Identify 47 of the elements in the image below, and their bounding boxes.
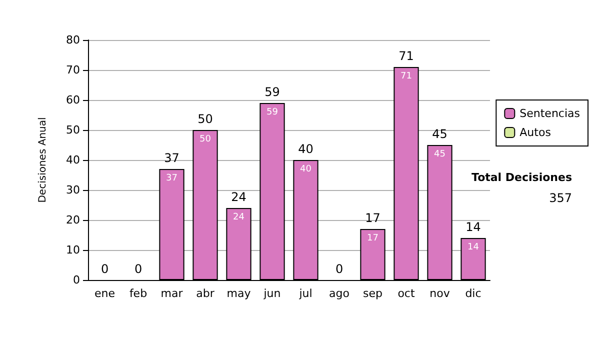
- total-label: 37: [164, 151, 180, 165]
- legend-label: Sentencias: [520, 107, 580, 120]
- total-label: 0: [134, 262, 142, 276]
- x-tick-label: may: [226, 287, 252, 300]
- x-tick-label: dic: [465, 287, 482, 300]
- x-tick-label: ago: [329, 287, 350, 300]
- y-tick-label: 60: [66, 94, 80, 106]
- text: 357: [549, 191, 572, 205]
- y-tick-label: 10: [66, 244, 80, 256]
- data-label: 14: [468, 242, 480, 252]
- total-label: 0: [100, 262, 109, 276]
- y-tick-label: 50: [66, 124, 80, 136]
- x-tick-label: sep: [363, 287, 383, 300]
- annotation: Total Decisiones: [472, 171, 572, 184]
- total-label: 71: [398, 49, 414, 63]
- x-tick-label: mar: [160, 287, 184, 300]
- x-tick-label: abr: [196, 287, 215, 300]
- y-axis-title: Decisiones Anual: [38, 117, 48, 203]
- x-tick-label: oct: [398, 287, 416, 300]
- total-label: 40: [298, 142, 314, 156]
- data-label: 24: [233, 212, 245, 222]
- y-tick-label: 30: [66, 184, 80, 196]
- total-label: 50: [198, 112, 213, 126]
- data-label: 40: [300, 164, 312, 174]
- y-tick-label: 70: [66, 64, 80, 76]
- total-label: 24: [231, 190, 246, 204]
- total-label: 45: [432, 127, 448, 141]
- data-label: 59: [266, 108, 278, 118]
- x-tick-label: jun: [262, 287, 281, 300]
- x-tick-label: nov: [430, 287, 450, 300]
- total-label: 0: [335, 262, 344, 276]
- total-label: 17: [365, 211, 380, 225]
- x-tick-label: ene: [94, 287, 116, 300]
- y-tick-label: 0: [73, 274, 80, 286]
- x-tick-label: feb: [129, 287, 148, 300]
- data-label: 37: [166, 174, 178, 184]
- total-label: 14: [466, 220, 481, 234]
- y-tick-label: 80: [66, 34, 80, 46]
- data-label: 50: [200, 134, 212, 144]
- data-label: 17: [367, 234, 378, 244]
- y-tick-label: 20: [66, 214, 80, 226]
- y-tick-label: 40: [66, 154, 80, 166]
- x-tick-label: jul: [298, 287, 312, 300]
- legend-label: Autos: [520, 126, 552, 139]
- total-label: 59: [264, 85, 280, 99]
- data-label: 45: [434, 150, 446, 160]
- data-label: 71: [400, 72, 412, 82]
